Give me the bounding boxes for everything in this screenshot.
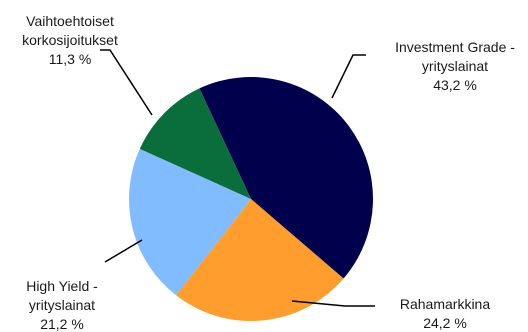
leader-line-1 [331,54,366,99]
pie-slices [129,76,374,322]
pie-slice-3 [129,148,251,296]
slice-name-label: Investment Grade - [395,39,515,55]
slice-value-label: 21,2 % [40,316,84,332]
pie-slice-4 [139,88,251,199]
pie-slice-2 [176,199,344,322]
pie-slice-1 [199,76,374,279]
slice-value-label: 43,2 % [433,77,477,93]
slice-label-4: Vaihtoehtoiset korkosijoitukset 11,3 % [22,13,118,67]
slice-label-1: Investment Grade - yrityslainat 43,2 % [395,39,515,93]
slice-label-3: High Yield - yrityslainat 21,2 % [26,278,98,332]
slice-labels: Investment Grade - yrityslainat 43,2 % Raha… [22,13,515,332]
slice-name-label: High Yield - [26,278,98,294]
slice-name-label: Rahamarkkina [400,296,490,312]
slice-name-label: korkosijoitukset [22,32,118,48]
slice-name-label: Vaihtoehtoiset [26,13,114,29]
slice-value-label: 11,3 % [49,51,92,67]
leader-line-3 [104,239,143,263]
slice-value-label: 24,2 % [423,315,467,331]
leader-lines [100,49,375,307]
slice-label-2: Rahamarkkina 24,2 % [400,296,490,331]
slice-name-label: yrityslainat [422,58,488,74]
slice-name-label: yrityslainat [29,297,95,313]
leader-line-4 [100,49,153,116]
leader-line-2 [291,300,375,307]
